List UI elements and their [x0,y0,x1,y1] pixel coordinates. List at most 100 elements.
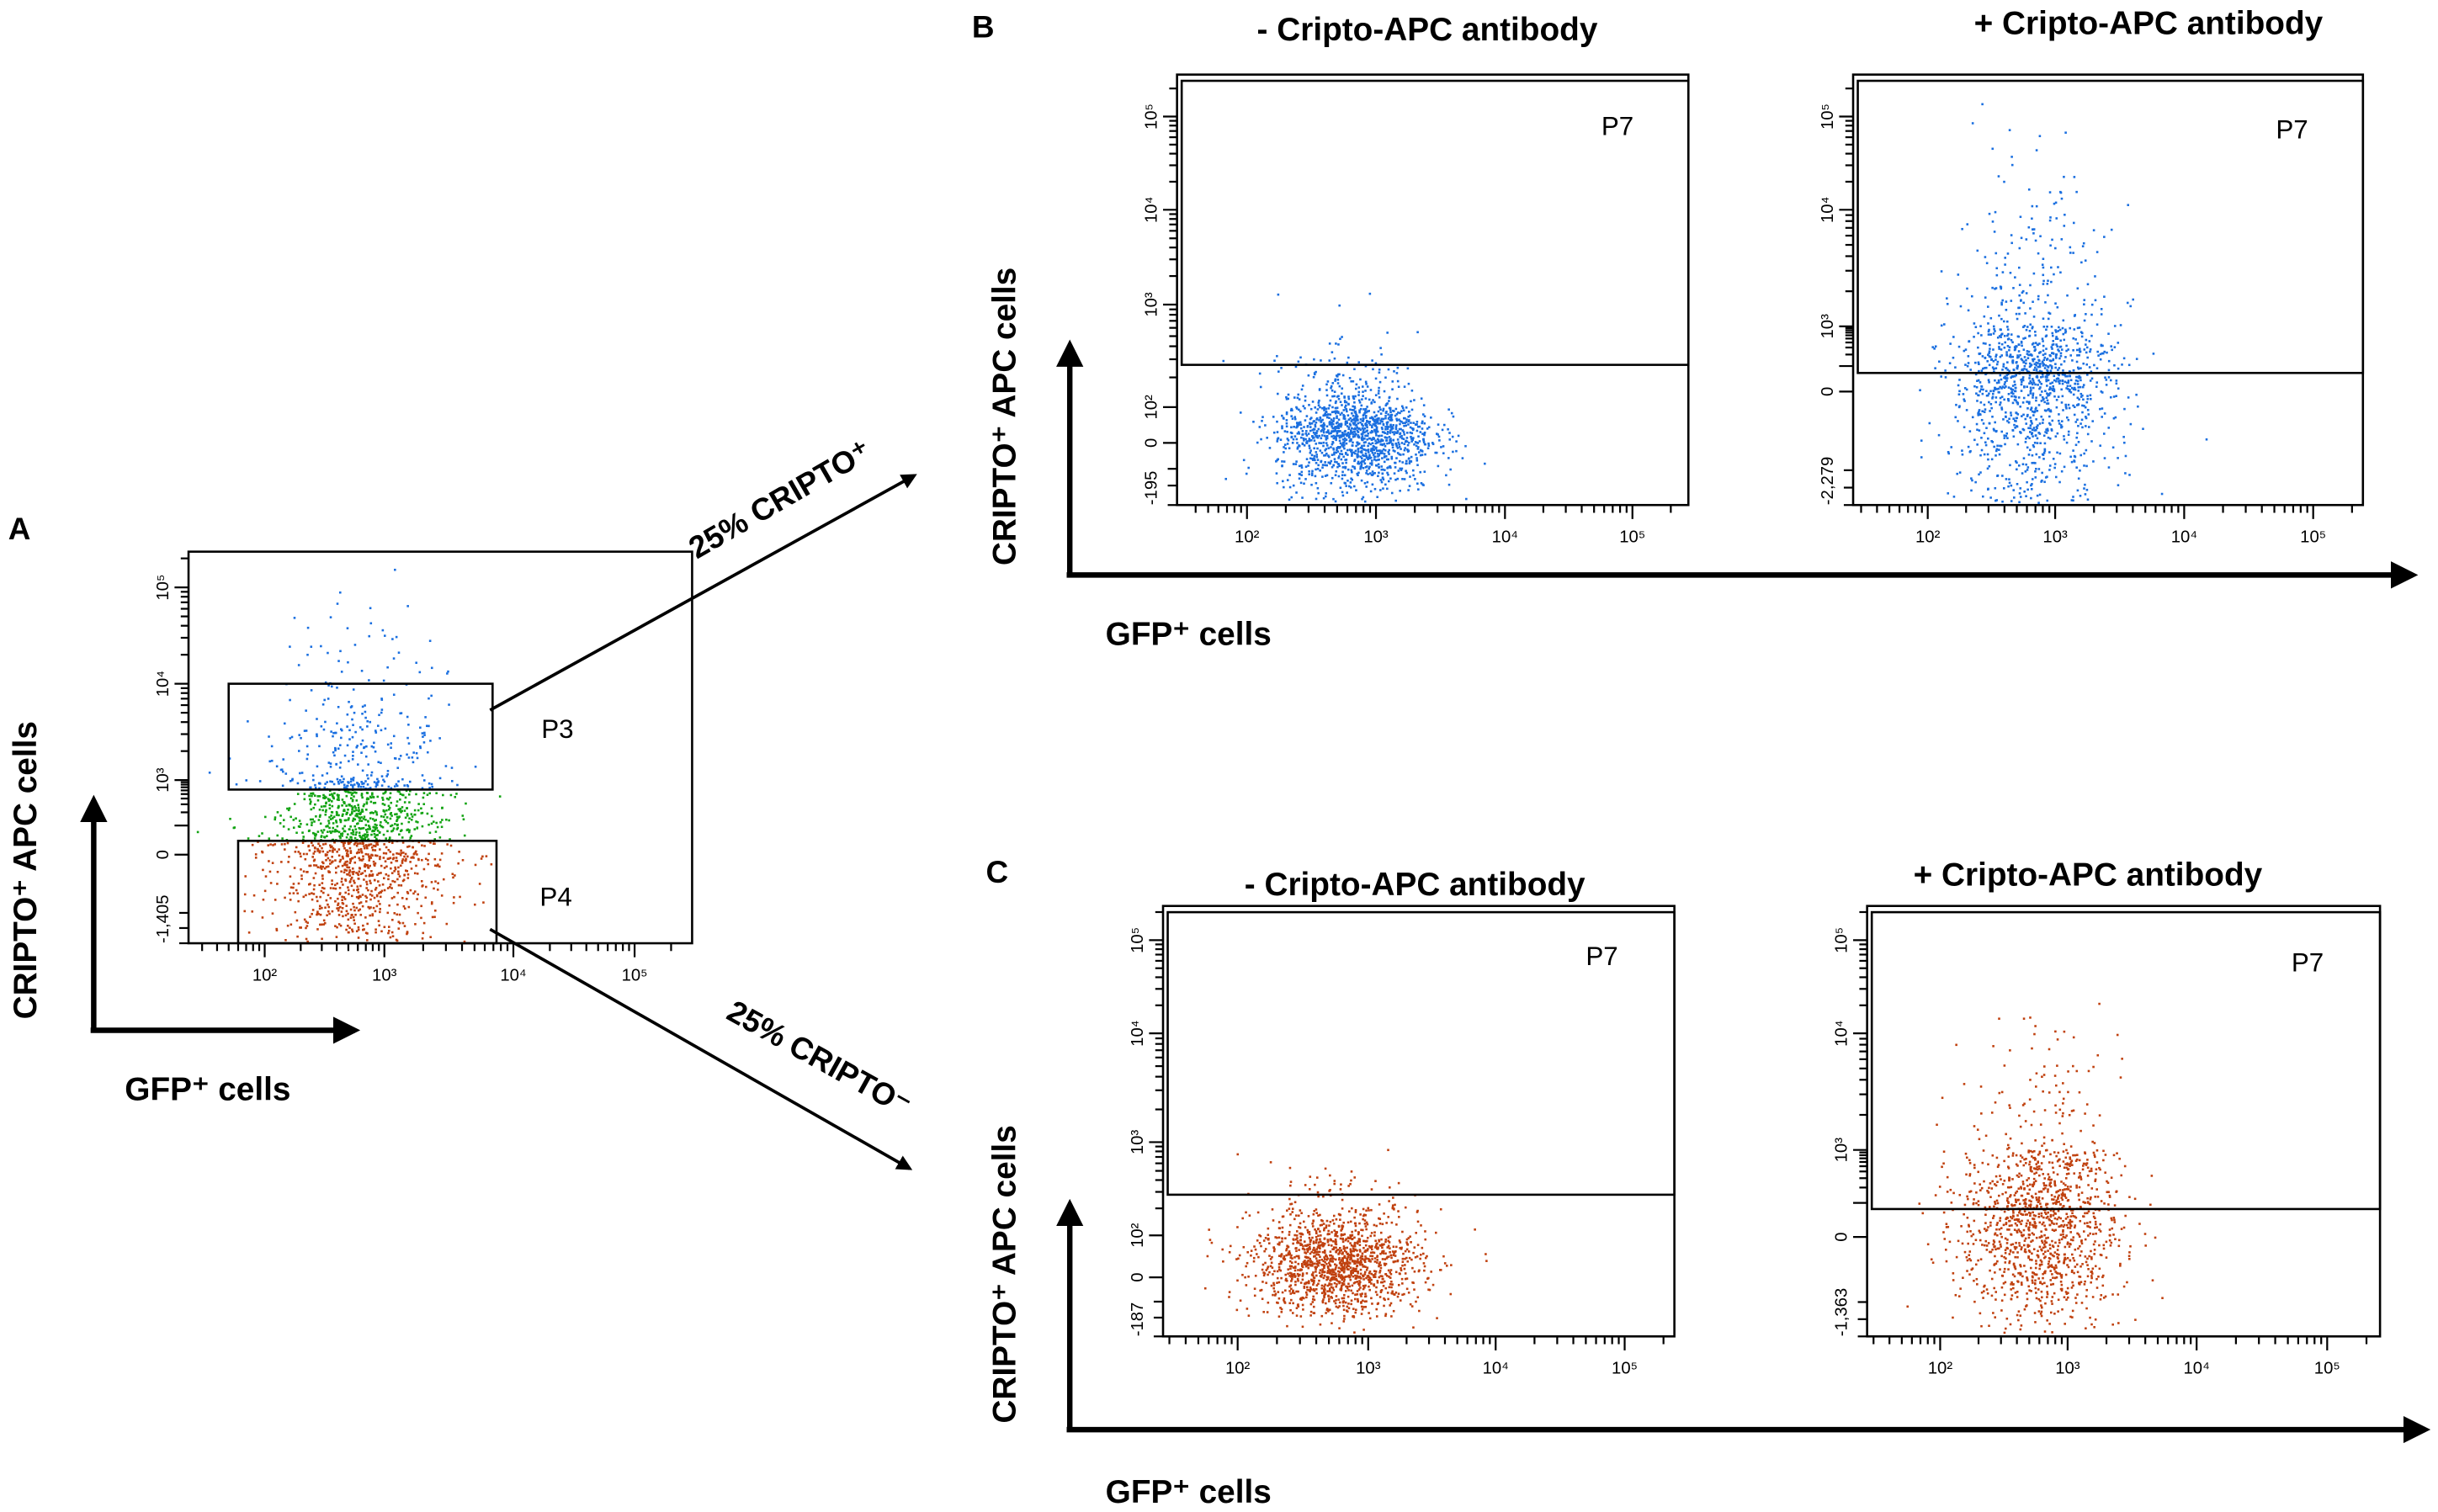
event-dot [1322,441,1325,444]
event-dot [1947,452,1951,455]
event-dot [1309,407,1313,411]
event-dot [289,892,291,895]
event-dot [1346,414,1350,416]
event-dot [2014,419,2016,422]
event-dot [2016,461,2018,464]
event-dot [2007,337,2010,340]
event-dot [401,822,403,825]
event-dot [1361,437,1363,440]
event-dot [312,778,315,782]
event-dot [324,720,327,724]
event-dot [1276,438,1279,441]
event-dot [2085,363,2089,366]
event-dot [1308,1236,1311,1239]
event-dot [349,706,353,708]
event-dot [2005,478,2008,480]
event-dot [1322,1195,1325,1198]
event-dot [1295,1290,1298,1293]
event-dot [424,716,427,719]
event-dot [1995,267,1999,270]
event-dot [268,870,272,873]
event-dot [2021,291,2024,294]
event-dot [1361,459,1364,463]
gate-p7[interactable] [1856,79,2365,374]
event-dot [2059,424,2063,427]
event-dot [1357,399,1361,402]
event-dot [1999,403,2001,406]
event-dot [1332,417,1336,420]
event-dot [1286,443,1289,445]
event-dot [323,797,327,799]
event-dot [2085,313,2087,316]
event-dot [1999,396,2002,400]
event-dot [1372,454,1375,456]
event-dot [1289,1267,1292,1271]
event-dot [1332,464,1335,467]
event-dot [1346,432,1350,434]
event-dot [2031,204,2034,208]
event-dot [1394,466,1397,469]
event-dot [2036,437,2039,440]
event-dot [1390,491,1394,495]
event-dot [354,806,357,809]
event-dot [311,844,315,847]
event-dot [293,867,296,869]
event-dot [1361,497,1363,501]
event-dot [1997,381,2000,384]
event-dot [2081,426,2084,429]
event-dot [1247,1314,1251,1317]
event-dot [1415,444,1418,448]
event-dot [353,805,356,808]
event-dot [321,850,325,853]
event-dot [1357,390,1361,394]
event-dot [1406,448,1409,451]
event-dot [2003,398,2005,401]
event-dot [389,792,392,795]
event-dot [347,781,349,783]
event-dot [1342,409,1346,411]
event-dot [355,930,359,933]
event-dot [359,847,363,851]
event-dot [2038,369,2042,373]
event-dot [2096,350,2099,353]
event-dot [1331,430,1333,433]
event-dot [2008,355,2011,358]
event-dot [1370,438,1373,441]
gate-p3[interactable] [227,682,494,791]
event-dot [1366,406,1368,408]
event-dot [1339,1237,1342,1240]
event-dot [398,921,401,925]
event-dot [1963,398,1966,401]
event-dot [2055,353,2058,356]
event-dot [1242,1245,1246,1249]
y-tick-label: 10⁴ [1129,1021,1147,1047]
gate-p7[interactable] [1180,79,1690,366]
event-dot [2033,346,2037,348]
event-dot [2072,349,2074,352]
event-dot [1389,411,1392,414]
event-dot [1364,434,1368,438]
event-dot [2047,294,2049,297]
event-dot [1342,416,1346,418]
event-dot [374,862,377,865]
event-dot [2018,492,2021,495]
gate-p4[interactable] [236,840,498,945]
event-dot [1375,418,1378,421]
event-dot [1354,1224,1357,1228]
event-dot [354,841,357,845]
event-dot [1389,415,1392,417]
event-dot [347,924,349,927]
event-dot [2061,382,2064,385]
event-dot [410,835,413,837]
event-dot [1284,1273,1287,1276]
event-dot [360,816,363,819]
event-dot [1362,441,1366,444]
event-dot [2051,419,2054,422]
event-dot [1360,404,1363,407]
event-dot [2056,337,2059,340]
event-dot [322,923,326,926]
event-dot [1982,342,1985,345]
event-dot [2035,453,2038,456]
event-dot [2085,416,2088,420]
event-dot [1319,1269,1322,1271]
